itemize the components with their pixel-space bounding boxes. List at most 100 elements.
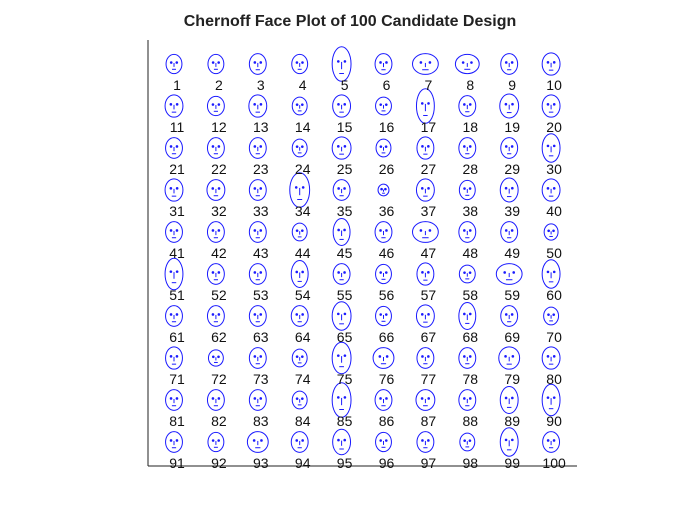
face-outline [164, 257, 184, 291]
face-label: 92 [211, 455, 227, 471]
face-14 [291, 96, 308, 116]
face-eye-right [510, 229, 514, 232]
face-eye-right [301, 270, 304, 274]
face-eye-right [301, 145, 304, 148]
face-eye-left [211, 229, 215, 232]
face-eye-right [343, 145, 347, 148]
face-outline [458, 137, 477, 159]
face-eye-right [217, 397, 221, 400]
face-eye-left [295, 439, 299, 442]
face-eye-left [294, 186, 298, 189]
face-label: 86 [379, 413, 395, 429]
face-eye-left [379, 61, 382, 64]
face-eye-right [384, 145, 388, 148]
face-label: 22 [211, 161, 227, 177]
face-label: 6 [383, 77, 391, 93]
face-label: 7 [425, 77, 433, 93]
face-label: 26 [379, 161, 395, 177]
face-label: 45 [337, 245, 353, 261]
face-outline [248, 263, 267, 285]
face-eye-left [504, 145, 508, 148]
face-67 [415, 304, 435, 328]
face-outline [165, 346, 183, 370]
face-eye-right [175, 61, 179, 64]
face-eye-left [211, 103, 215, 106]
face-eye-left [379, 313, 383, 316]
face-eye-right [301, 61, 304, 64]
face-eye-right [552, 61, 556, 64]
face-outline [458, 347, 477, 369]
face-eye-right [259, 103, 263, 106]
face-eye-right [301, 229, 304, 232]
face-label: 88 [463, 413, 479, 429]
face-60 [541, 259, 561, 289]
face-70 [543, 306, 560, 326]
face-11 [164, 94, 184, 118]
face-label: 12 [211, 119, 227, 135]
face-eye-right [511, 396, 514, 400]
face-eye-right [510, 61, 514, 64]
face-eye-left [253, 229, 257, 232]
face-eye-right [259, 187, 263, 190]
face-outline [331, 136, 352, 160]
face-outline [290, 431, 309, 453]
face-label: 46 [379, 245, 395, 261]
face-44 [291, 222, 308, 242]
face-76 [372, 347, 395, 369]
face-eye-right [217, 439, 220, 442]
face-outline [248, 305, 267, 327]
face-eye-left [337, 187, 340, 190]
face-eye-right [468, 312, 472, 316]
face-61 [165, 305, 183, 327]
face-eye-right [384, 313, 388, 316]
face-outline [541, 259, 561, 289]
face-eye-left [169, 397, 173, 400]
face-eye-left [211, 313, 215, 316]
face-outline [248, 347, 267, 369]
face-outline [458, 389, 477, 411]
face-outline [331, 382, 352, 418]
face-outline [415, 304, 435, 328]
face-eye-left [337, 228, 340, 232]
face-eye-left [504, 313, 508, 316]
face-eye-right [552, 187, 556, 190]
face-29 [500, 137, 519, 159]
face-label: 41 [169, 245, 185, 261]
face-50 [543, 223, 559, 241]
face-label: 31 [169, 203, 185, 219]
face-outline [374, 53, 393, 75]
face-eye-left [546, 355, 550, 358]
face-label: 38 [463, 203, 479, 219]
face-eye-left [211, 271, 215, 274]
face-label: 68 [463, 329, 479, 345]
face-eye-left [463, 397, 466, 400]
face-eye-right [552, 229, 555, 233]
face-outline [165, 431, 183, 453]
face-eye-right [217, 61, 220, 64]
face-outline [459, 432, 476, 452]
face-40 [541, 178, 561, 202]
face-eye-left [379, 397, 382, 400]
face-eye-right [343, 187, 346, 190]
face-outline [541, 178, 561, 202]
face-label: 75 [337, 371, 353, 387]
face-eye-right [259, 313, 263, 316]
face-outline [246, 431, 269, 453]
face-label: 96 [379, 455, 395, 471]
face-eye-right [217, 187, 221, 190]
face-eye-right [428, 61, 432, 64]
face-label: 71 [169, 371, 185, 387]
face-eye-left [463, 103, 466, 106]
face-outline [375, 263, 392, 285]
face-31 [164, 178, 184, 202]
face-eye-left [252, 439, 256, 442]
face-label: 30 [546, 161, 562, 177]
face-eye-left [503, 271, 506, 274]
face-96 [375, 431, 392, 453]
face-eye-left [211, 61, 215, 64]
face-eye-left [421, 145, 424, 148]
face-30 [541, 133, 561, 163]
face-outline [207, 349, 224, 367]
face-outline [412, 221, 439, 243]
